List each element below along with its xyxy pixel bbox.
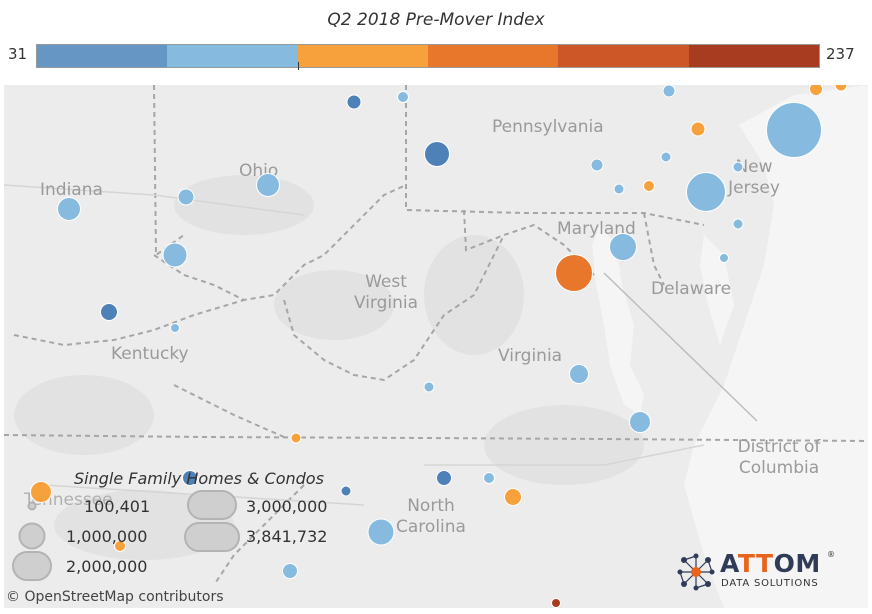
market-bubble[interactable] [504,488,522,506]
map-canvas[interactable]: Pennsylvania Ohio Indiana New Jersey Mar… [4,85,868,608]
state-label-new-jersey: New Jersey [728,157,780,198]
state-label-pennsylvania: Pennsylvania [492,117,604,137]
color-scale-tick [298,62,299,70]
state-borders [4,85,868,586]
attom-network-icon [677,553,715,591]
place-label-district-of-columbia: District of Columbia [737,437,821,478]
market-bubble[interactable] [732,218,744,230]
market-bubble[interactable] [660,151,672,163]
state-label-delaware: Delaware [651,279,732,299]
attom-logo-registered: ® [827,550,835,559]
market-bubble[interactable] [100,303,118,321]
market-bubble[interactable] [719,253,729,263]
market-bubble[interactable] [423,381,435,393]
size-legend-label: 2,000,000 [66,557,148,576]
attom-logo-text: ATTOM [720,549,821,578]
size-legend-label: 3,841,732 [246,527,328,546]
market-bubble[interactable] [555,254,593,292]
market-bubble[interactable] [114,540,126,552]
state-label-west-virginia: West Virginia [353,272,419,313]
state-label-north-carolina: North Carolina [396,496,466,537]
market-bubble[interactable] [662,85,676,98]
market-bubble[interactable] [30,481,52,503]
market-bubble[interactable] [809,85,823,96]
color-scale-segment [427,45,559,67]
state-label-kentucky: Kentucky [111,344,189,364]
market-bubble[interactable] [397,91,409,103]
color-scale-segment [37,45,168,67]
color-scale-segment [167,45,298,67]
dc-leader-line [603,272,758,422]
color-scale-segment [558,45,689,67]
map-attribution[interactable]: © OpenStreetMap contributors [6,589,224,605]
color-scale-segment [297,45,428,67]
color-scale-segment [688,45,819,67]
market-bubble[interactable] [569,364,589,384]
market-bubble[interactable] [436,470,452,486]
market-bubble[interactable] [162,242,188,268]
market-bubble[interactable] [732,161,744,173]
market-bubble[interactable] [256,173,280,197]
market-bubble[interactable] [177,188,195,206]
size-legend-circle [12,551,52,581]
attom-logo-subtitle: DATA SOLUTIONS [721,578,819,589]
market-bubble[interactable] [170,323,180,333]
size-legend-circle [187,490,237,520]
market-bubble[interactable] [551,598,561,608]
map-basemap [4,85,868,608]
market-bubble[interactable] [290,432,302,444]
color-scale-max: 237 [826,45,855,63]
color-scale-min: 31 [8,45,28,63]
market-bubble[interactable] [690,121,706,137]
market-bubble[interactable] [346,94,362,110]
market-bubble[interactable] [609,233,637,261]
color-scale-bar[interactable] [36,44,820,68]
attom-logo: ATTOM ® DATA SOLUTIONS [676,548,836,594]
state-label-virginia: Virginia [498,346,563,366]
market-bubble[interactable] [182,470,198,486]
market-bubble[interactable] [686,172,726,212]
state-label-indiana: Indiana [40,180,103,200]
market-bubble[interactable] [643,180,655,192]
market-bubble[interactable] [613,183,625,195]
market-bubble[interactable] [367,518,395,546]
market-bubble[interactable] [424,141,450,167]
market-bubble[interactable] [57,197,81,221]
market-bubble[interactable] [483,472,495,484]
size-legend-title: Single Family Homes & Condos [74,469,324,488]
size-legend-circle [18,522,46,550]
map-title: Q2 2018 Pre-Mover Index [327,10,545,30]
size-legend-label: 100,401 [84,497,151,516]
market-bubble[interactable] [629,411,651,433]
market-bubble[interactable] [590,158,604,172]
size-legend-circle [27,501,37,511]
market-bubble[interactable] [282,563,298,579]
size-legend-label: 1,000,000 [66,527,148,546]
market-bubble[interactable] [340,485,352,497]
size-legend-circle [184,522,240,552]
size-legend-label: 3,000,000 [246,497,328,516]
market-bubble[interactable] [766,102,822,158]
